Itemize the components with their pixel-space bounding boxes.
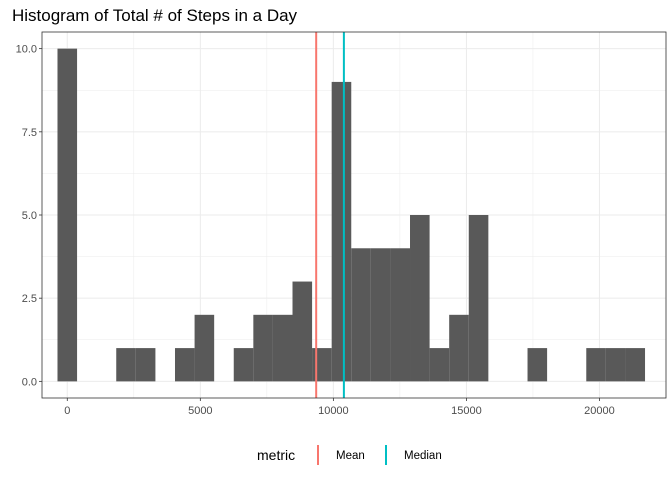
y-tick-label: 5.0 (22, 210, 37, 222)
histogram-bar-27 (586, 348, 606, 382)
legend-label-median: Median (404, 450, 442, 462)
histogram-bar-11 (272, 314, 293, 382)
x-tick-label: 15000 (451, 405, 482, 417)
histogram-bar-13 (312, 348, 332, 382)
histogram-bar-16 (370, 248, 391, 382)
histogram-bar-24 (527, 348, 548, 382)
histogram-bar-21 (468, 215, 489, 382)
y-tick-label: 2.5 (22, 293, 37, 305)
histogram-bar-29 (625, 348, 646, 382)
y-tick-label: 0.0 (22, 376, 37, 388)
histogram-bar-6 (174, 348, 195, 382)
histogram-bar-18 (410, 215, 430, 382)
histogram-bar-0 (57, 48, 78, 382)
histogram-bar-14 (331, 81, 352, 382)
histogram-bar-15 (351, 248, 371, 382)
histogram-bar-12 (292, 281, 313, 382)
histogram-bar-3 (116, 348, 136, 382)
histogram-bar-4 (135, 348, 156, 382)
histogram-bar-17 (390, 248, 411, 382)
histogram-bar-19 (429, 348, 450, 382)
legend-label-mean: Mean (336, 450, 365, 462)
x-tick-label: 20000 (584, 405, 615, 417)
x-tick-label: 10000 (318, 405, 349, 417)
y-axis-ticks: 0.0 2.5 5.0 7.5 10.0 (16, 44, 42, 388)
chart-title: Histogram of Total # of Steps in a Day (12, 6, 298, 25)
histogram-bar-9 (233, 348, 254, 382)
histogram-bar-20 (449, 314, 469, 382)
legend: metric Mean Median (257, 445, 442, 465)
y-tick-label: 10.0 (16, 44, 37, 56)
legend-title: metric (257, 447, 295, 463)
x-axis-ticks: 0 5000 10000 15000 20000 (64, 398, 615, 417)
histogram-bar-7 (194, 314, 215, 382)
x-tick-label: 0 (64, 405, 70, 417)
reference-lines (315, 32, 345, 398)
y-tick-label: 7.5 (22, 127, 37, 139)
histogram-bar-28 (605, 348, 626, 382)
histogram-bars (57, 48, 646, 382)
x-tick-label: 5000 (188, 405, 212, 417)
histogram-bar-10 (253, 314, 273, 382)
